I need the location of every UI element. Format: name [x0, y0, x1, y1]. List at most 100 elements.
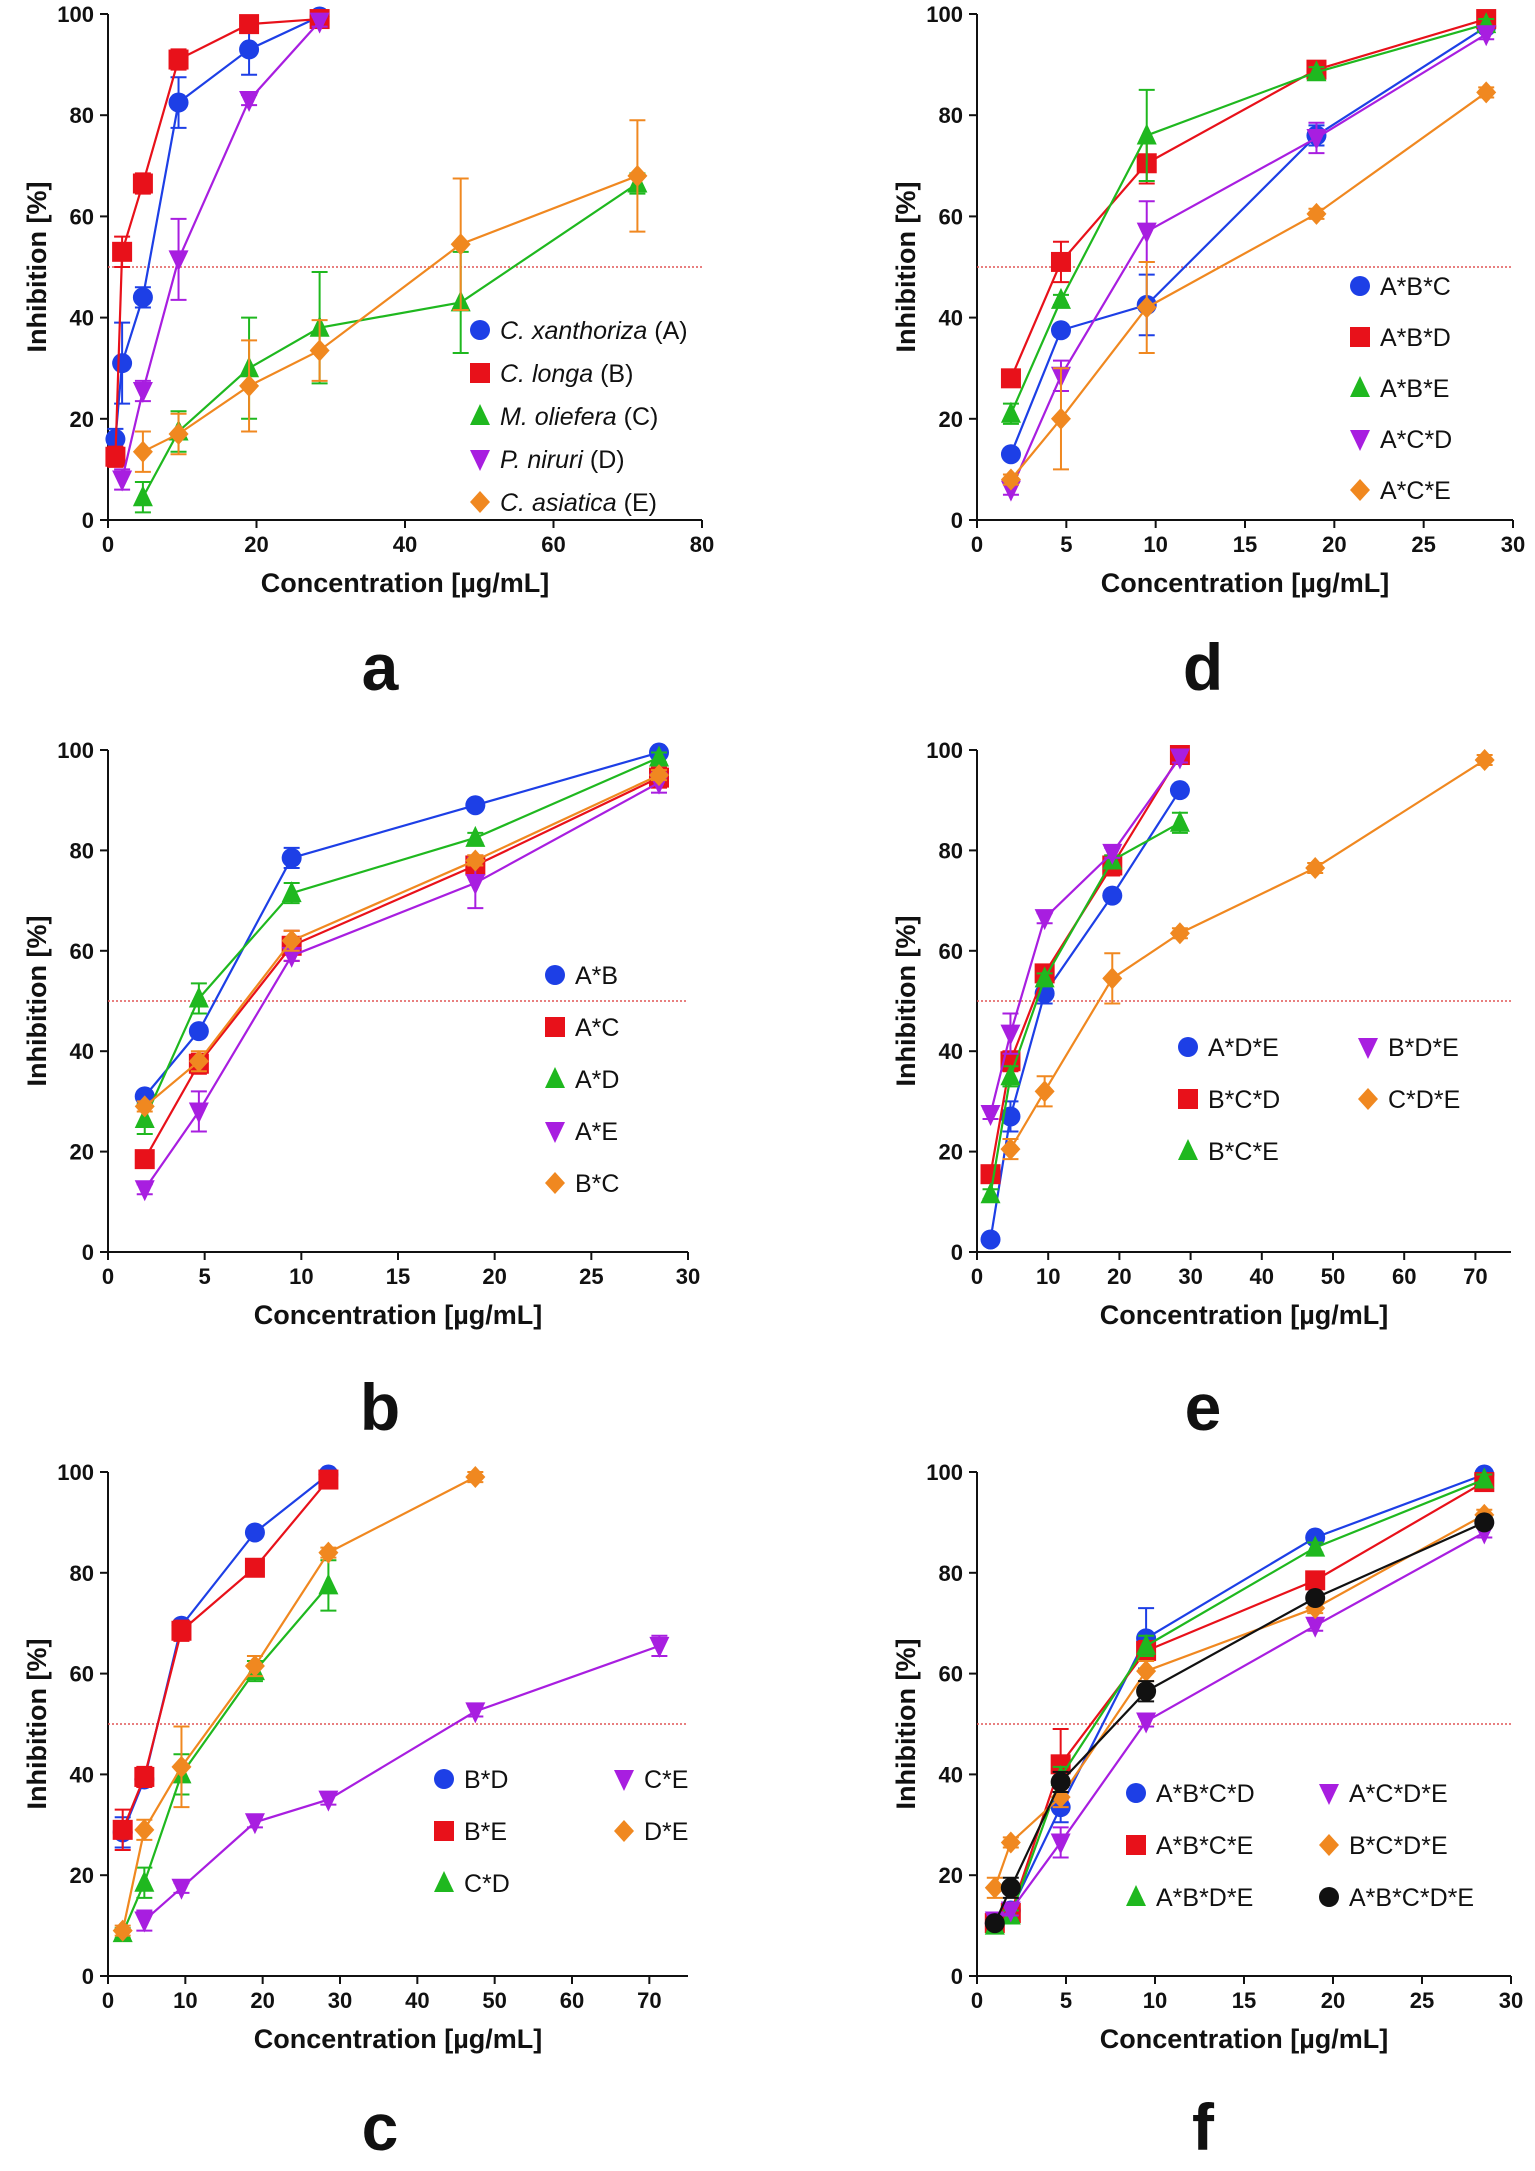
- panel-d: 0 20 40 60 80 100 0 5 10 15 20 25 30 Concentration [µ…: [891, 2, 1525, 704]
- panel-f-x-tick-label: 5: [1060, 1988, 1072, 2013]
- panel-f-legend-label: A*C*D*E: [1349, 1780, 1448, 1808]
- panel-f-legend-marker: [1319, 1887, 1339, 1907]
- panel-e-y-tick-label: 100: [926, 738, 963, 763]
- panel-c-series-ce-point: [134, 1911, 155, 1933]
- panel-d-series-abe-point: [1050, 287, 1071, 309]
- panel-e-x-tick-label: 10: [1036, 1264, 1060, 1289]
- panel-f-legend-marker: [1126, 1835, 1146, 1855]
- panel-c-letter: c: [362, 2090, 399, 2164]
- panel-a-series-pniruri: [112, 12, 330, 492]
- panel-e-series-bde: [980, 748, 1190, 1126]
- panel-e-x-tick-label: 20: [1107, 1264, 1131, 1289]
- panel-d-x-tick-label: 15: [1233, 532, 1257, 557]
- panel-a-legend-label: C. asiatica (E): [500, 489, 657, 517]
- panel-f-legend-label: A*B*C*D*E: [1349, 1884, 1474, 1912]
- panel-a-x-tick-label: 80: [690, 532, 714, 557]
- panel-b-series-ab-point: [465, 795, 486, 816]
- panel-c-legend-marker: [614, 1820, 634, 1842]
- panel-b-x-tick-label: 25: [579, 1264, 603, 1289]
- panel-d-series-ace-point: [1000, 468, 1021, 491]
- panel-b-legend-item: A*C: [545, 1014, 619, 1042]
- panel-a-series-casiatica-point: [627, 164, 648, 187]
- panel-c-series-cd-point: [318, 1573, 339, 1595]
- panel-d-legend-item: A*C*D: [1350, 426, 1452, 454]
- panel-e-x-tick-label: 60: [1392, 1264, 1416, 1289]
- panel-b-legend-marker: [545, 1017, 565, 1037]
- panel-d-series-ace: [1000, 81, 1497, 491]
- panel-e-y-tick-label: 0: [951, 1240, 963, 1265]
- panel-d-series-ace-point: [1476, 81, 1497, 104]
- panel-a-series-clonga-point: [112, 241, 133, 262]
- panel-a-legend-marker: [470, 491, 490, 513]
- panel-d-y-tick-label: 100: [926, 2, 963, 27]
- panel-a-series-moliefera-point: [132, 485, 153, 507]
- panel-c-legend-marker: [434, 1871, 454, 1892]
- panel-a-legend-name: C. xanthoriza: [500, 317, 647, 345]
- panel-a-series-pniruri-point: [132, 381, 153, 403]
- panel-b-letter: b: [360, 1370, 400, 1444]
- panel-b-x-tick-label: 15: [386, 1264, 410, 1289]
- panel-b-x-tick-label: 5: [199, 1264, 211, 1289]
- panel-a-x-tick-label: 60: [541, 532, 565, 557]
- panel-c-legend-marker: [434, 1769, 454, 1789]
- panel-f-legend-label: A*B*C*D: [1156, 1780, 1255, 1808]
- panel-a-series-cxanthoriza-line: [114, 15, 321, 440]
- panel-f-legend-label: B*C*D*E: [1349, 1832, 1448, 1860]
- panel-a-series-cxanthoriza-point: [112, 353, 133, 374]
- panel-e-series-bde-point: [1169, 748, 1190, 770]
- panel-b-legend-label: A*B: [575, 962, 618, 990]
- panel-a-y-tick-label: 100: [57, 2, 94, 27]
- panel-c-x-tick-label: 10: [173, 1988, 197, 2013]
- panel-d-legend-label: A*B*E: [1380, 375, 1449, 403]
- panel-e-legend-label: B*C*D: [1208, 1086, 1280, 1114]
- panel-f-x-tick-label: 25: [1410, 1988, 1434, 2013]
- panel-d-y-tick-label: 40: [939, 306, 963, 331]
- panel-a-series-pniruri-point: [168, 250, 189, 272]
- panel-e-letter: e: [1185, 1370, 1222, 1444]
- panel-b-legend-label: B*C: [575, 1170, 619, 1198]
- panel-f-series-abcde-point: [1305, 1588, 1326, 1608]
- panel-d-legend-label: A*C*E: [1380, 477, 1451, 505]
- panel-a-series-clonga-line: [114, 17, 320, 457]
- panel-b-legend-item: A*E: [545, 1118, 618, 1146]
- panel-c-legend-label: C*D: [464, 1870, 510, 1898]
- panel-b-y-tick-label: 60: [70, 939, 94, 964]
- panel-c-y-tick-label: 20: [70, 1863, 94, 1888]
- panel-d-series-abc-point: [1050, 320, 1071, 341]
- panel-d-x-tick-label: 10: [1143, 532, 1167, 557]
- panel-e-x-tick-label: 50: [1321, 1264, 1345, 1289]
- panel-a-legend-name: P. niruri: [500, 446, 584, 474]
- panel-a-legend-item: C. xanthoriza (A): [470, 317, 688, 345]
- panel-f-legend-marker: [1319, 1834, 1339, 1856]
- panel-e-series-cde-line: [1009, 759, 1486, 1150]
- panel-c-series-cd-line: [121, 1584, 330, 1934]
- panel-b-series-bc-point: [134, 1095, 155, 1118]
- panel-c-legend-label: B*D: [464, 1766, 508, 1794]
- panel-f-series-acde-point: [1000, 1901, 1021, 1923]
- panel-a-legend-suffix: (B): [593, 360, 633, 388]
- panel-a-legend-suffix: (E): [617, 489, 657, 517]
- panel-b-x-axis-title: Concentration [µg/mL]: [254, 1300, 543, 1330]
- panel-c-series-de-point: [244, 1655, 265, 1678]
- panel-b-series-ae-point: [281, 946, 302, 968]
- panel-f-series-abce-point: [1305, 1570, 1326, 1591]
- panel-e-series-ade-point: [1102, 885, 1123, 906]
- panel-a-series-pniruri-point: [309, 12, 330, 34]
- panel-c-x-tick-label: 0: [102, 1988, 114, 2013]
- panel-e-series-cde-point: [1000, 1138, 1021, 1161]
- panel-e-legend-label: B*C*E: [1208, 1138, 1279, 1166]
- panel-d-x-tick-label: 0: [971, 532, 983, 557]
- panel-a-series-clonga-point: [239, 14, 260, 35]
- panel-a-x-tick-label: 40: [393, 532, 417, 557]
- panel-f-y-axis-title: Inhibition [%]: [891, 1639, 921, 1810]
- panel-a-legend-marker: [470, 404, 490, 425]
- panel-a-y-tick-label: 0: [82, 508, 94, 533]
- panel-c-series-be-point: [134, 1766, 155, 1787]
- panel-f-series-acde: [984, 1523, 1495, 1933]
- panel-b-series-ad-point: [465, 825, 486, 847]
- panel-f-letter: f: [1192, 2090, 1215, 2164]
- panel-a-legend-marker: [470, 363, 490, 383]
- panel-a-legend-suffix: (C): [617, 403, 659, 431]
- panel-b-legend-item: A*B: [545, 962, 618, 990]
- panel-c-series-ce-point: [649, 1636, 670, 1658]
